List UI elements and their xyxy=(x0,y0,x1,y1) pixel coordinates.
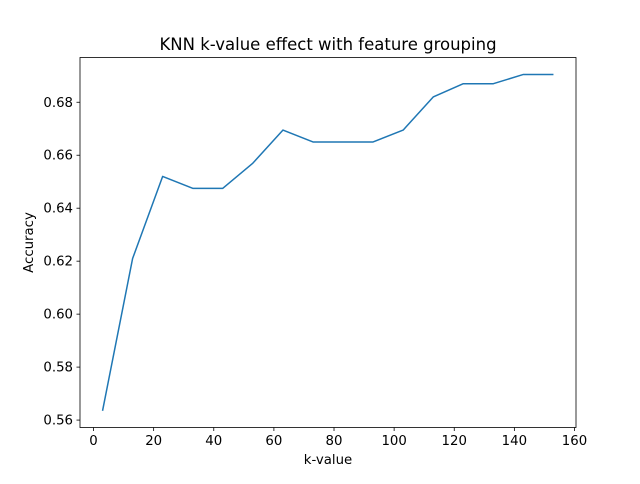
y-tick-label: 0.60 xyxy=(43,308,73,323)
y-tick-label: 0.58 xyxy=(43,361,73,376)
chart-title: KNN k-value effect with feature grouping xyxy=(159,35,496,54)
accuracy-line xyxy=(101,73,554,411)
y-tick-label: 0.68 xyxy=(43,96,73,111)
y-tick-label: 0.66 xyxy=(43,149,73,164)
y-tick-label: 0.64 xyxy=(43,202,73,217)
y-tick-label: 0.56 xyxy=(43,414,73,429)
y-axis-label: Accuracy xyxy=(22,212,37,273)
x-tick-label: 160 xyxy=(562,434,587,449)
y-axis-ticks: 0.56 0.58 0.60 0.62 0.64 0.66 0.68 xyxy=(43,96,80,429)
x-tick-label: 140 xyxy=(502,434,527,449)
x-tick-label: 60 xyxy=(265,434,282,449)
y-tick-label: 0.62 xyxy=(43,255,73,270)
x-tick-label: 120 xyxy=(442,434,467,449)
x-tick-label: 100 xyxy=(381,434,406,449)
x-tick-label: 80 xyxy=(326,434,343,449)
series-group xyxy=(101,73,554,411)
x-tick-label: 0 xyxy=(89,434,97,449)
x-axis-label: k-value xyxy=(304,453,352,468)
x-tick-label: 40 xyxy=(205,434,222,449)
x-tick-label: 20 xyxy=(145,434,162,449)
x-axis-ticks: 0 20 40 60 80 100 120 140 160 xyxy=(89,427,587,449)
plot-frame xyxy=(79,57,577,428)
